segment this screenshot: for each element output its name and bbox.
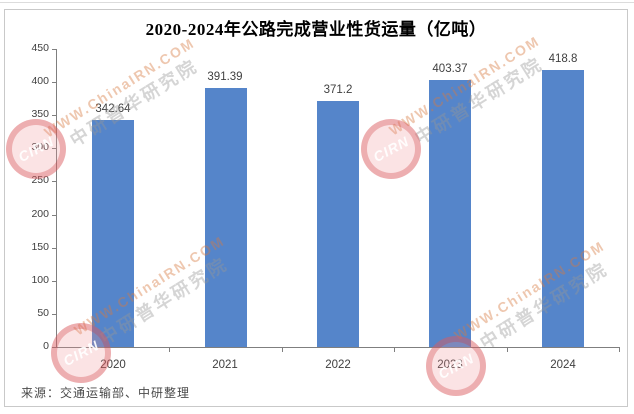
y-axis-label: 400 [31,75,49,87]
y-axis-tick [52,248,57,249]
y-axis-tick [52,181,57,182]
bar-value-label: 403.37 [432,63,468,75]
bar-2024 [542,70,584,347]
y-axis-tick [52,314,57,315]
y-axis-label: 450 [31,42,49,54]
bar-value-label: 391.39 [207,71,243,83]
y-axis-tick [52,49,57,50]
y-axis-label: 200 [31,208,49,220]
y-axis-label: 250 [31,174,49,186]
x-axis-tick [619,347,620,352]
x-axis-tick [169,347,170,352]
x-axis-tick [282,347,283,352]
bar-value-label: 342.64 [95,103,131,115]
y-axis-label: 50 [37,307,49,319]
bar-2023 [429,80,471,347]
x-axis-label: 2023 [437,359,463,371]
x-axis-tick [394,347,395,352]
y-axis-tick [52,347,57,348]
y-axis-tick [52,148,57,149]
bar-2022 [317,101,359,347]
plot-area: 342.64 2020 391.39 2021 371.2 2022 403.37 2023 4… [31,42,620,371]
source-note: 来源：交通运输部、中研整理 [21,386,191,400]
y-axis-label: 100 [31,274,49,286]
chart-title: 2020-2024年公路完成营业性货运量（亿吨） [145,20,487,39]
x-axis-label: 2024 [550,359,576,371]
x-axis-label: 2021 [212,359,238,371]
x-axis-label: 2022 [325,359,351,371]
x-axis-label: 2020 [100,359,126,371]
y-axis-label: 350 [31,108,49,120]
y-axis-label: 300 [31,141,49,153]
y-axis-tick [52,281,57,282]
y-axis-tick [52,82,57,83]
y-axis-tick [52,215,57,216]
bar-2020 [92,120,134,347]
y-axis-tick [52,115,57,116]
bar-2021 [205,88,247,347]
page-top-divider [0,2,634,3]
y-axis-label: 0 [43,340,49,352]
x-axis-tick [507,347,508,352]
bar-value-label: 371.2 [323,84,353,96]
chart-frame: 2020-2024年公路完成营业性货运量（亿吨） 342.64 2020 391.3… [4,9,628,407]
y-axis-label: 150 [31,241,49,253]
bar-value-label: 418.8 [548,53,578,65]
